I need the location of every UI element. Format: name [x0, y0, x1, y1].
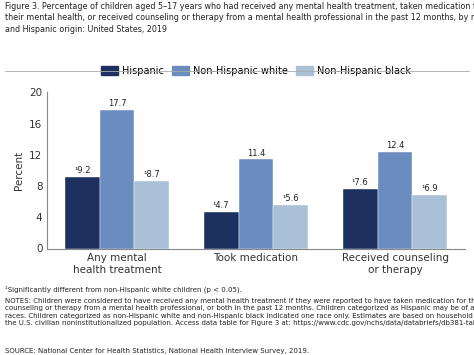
- Y-axis label: Percent: Percent: [14, 151, 24, 190]
- Bar: [100, 110, 134, 248]
- Text: NOTES: Children were considered to have received any mental health treatment if : NOTES: Children were considered to have …: [5, 298, 474, 326]
- Text: ¹5.6: ¹5.6: [283, 194, 299, 203]
- Text: ¹Significantly different from non-Hispanic white children (p < 0.05).: ¹Significantly different from non-Hispan…: [5, 286, 242, 293]
- Text: ¹8.7: ¹8.7: [143, 170, 160, 179]
- Text: SOURCE: National Center for Health Statistics, National Health Interview Survey,: SOURCE: National Center for Health Stati…: [5, 348, 309, 354]
- Text: 17.7: 17.7: [108, 99, 126, 108]
- Text: 11.4: 11.4: [247, 148, 265, 158]
- Bar: [65, 177, 100, 248]
- Text: ¹9.2: ¹9.2: [74, 166, 91, 175]
- Bar: [343, 189, 378, 248]
- Bar: [412, 195, 447, 248]
- Text: ¹4.7: ¹4.7: [213, 201, 229, 210]
- Text: ¹7.6: ¹7.6: [352, 178, 369, 187]
- Text: 12.4: 12.4: [386, 141, 404, 150]
- Text: ¹6.9: ¹6.9: [421, 184, 438, 193]
- Bar: [273, 205, 308, 248]
- Bar: [378, 152, 412, 248]
- Bar: [204, 212, 238, 248]
- Legend: Hispanic, Non-Hispanic white, Non-Hispanic black: Hispanic, Non-Hispanic white, Non-Hispan…: [100, 66, 411, 76]
- Bar: [238, 159, 273, 248]
- Bar: [134, 181, 169, 248]
- Text: Figure 3. Percentage of children aged 5–17 years who had received any mental hea: Figure 3. Percentage of children aged 5–…: [5, 2, 474, 34]
